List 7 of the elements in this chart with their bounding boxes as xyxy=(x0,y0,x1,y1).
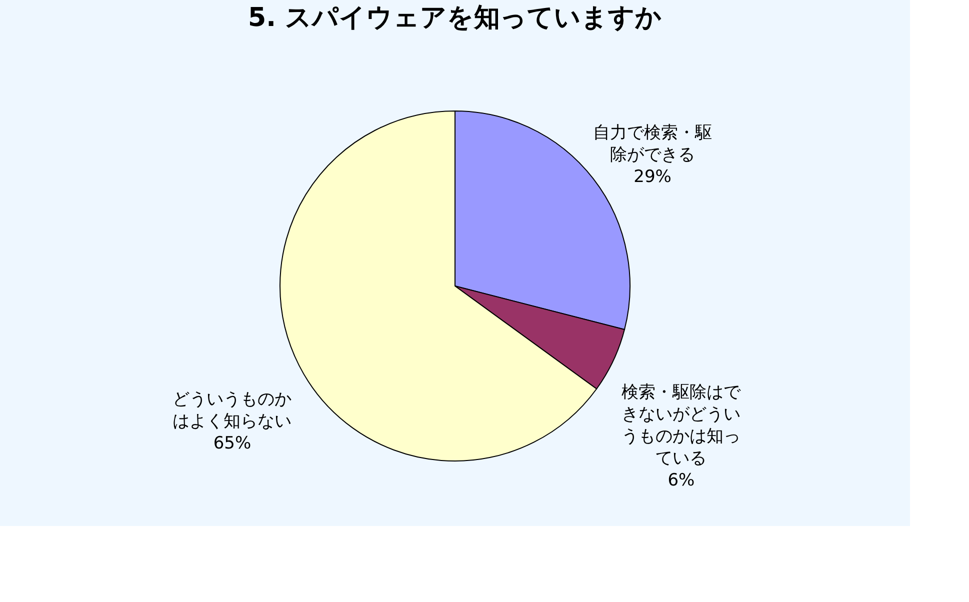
data-label: 65% xyxy=(213,434,252,454)
slice-label: 検索・駆除はできないがどういうものかは知っている xyxy=(622,382,742,468)
data-label: 29% xyxy=(634,166,672,187)
chart-title: 5. スパイウェアを知っていますか xyxy=(248,3,662,33)
data-label: 6% xyxy=(668,470,695,490)
slice-label: 自力で検索・駆除ができる xyxy=(593,122,712,165)
slice-label: どういうものかはよく知らない xyxy=(172,390,292,432)
